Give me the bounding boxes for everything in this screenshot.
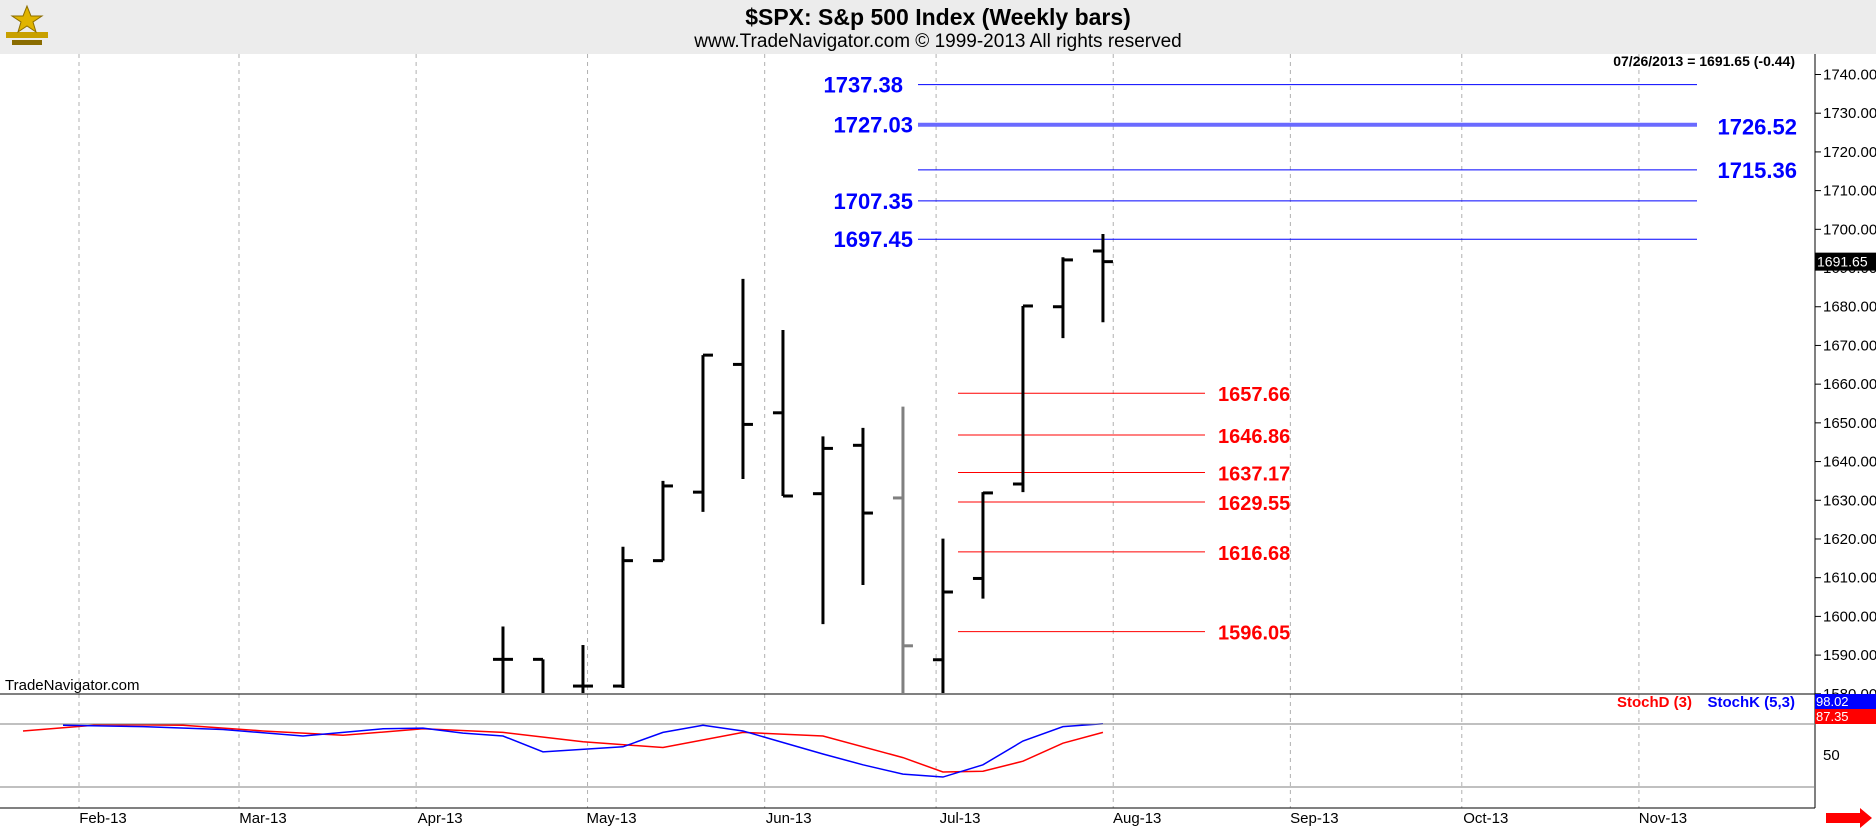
price-tick-label: 1730.00 [1823,105,1876,122]
chart-header [0,0,1876,54]
support-level-label: 1616.68 [1218,543,1290,565]
support-level-label: 1629.55 [1218,493,1290,515]
x-tick-label: Aug-13 [1113,810,1161,827]
price-levels: 1737.38 1727.03 1726.52 1715.36 1707.35 1697.… [823,73,1797,645]
resistance-level-label: 1727.03 [833,113,913,138]
trade-navigator-logo-icon [6,4,48,45]
price-tick-label: 1710.00 [1823,183,1876,200]
stoch-d-legend: StochD (3) [1617,694,1692,711]
grid-lines [78,54,1640,808]
stoch-d-value: 87.35 [1816,709,1849,724]
scroll-right-arrow-icon [1826,808,1872,828]
x-tick-label: Jul-13 [940,810,981,827]
x-tick-label: Jun-13 [766,810,812,827]
price-tick-label: 1670.00 [1823,337,1876,354]
stoch-k-badge [1815,694,1876,709]
price-tick-label: 1610.00 [1823,570,1876,587]
price-tick-label: 1590.00 [1823,647,1876,664]
price-tick-label: 1600.00 [1823,608,1876,625]
x-tick-label: Nov-13 [1639,810,1687,827]
price-tick-label: 1700.00 [1823,221,1876,238]
stoch-d-badge [1815,709,1876,724]
watermark: TradeNavigator.com [5,677,140,694]
support-level-label: 1637.17 [1218,464,1290,486]
stoch-k-line [62,723,1104,778]
chart-title: $SPX: S&p 500 Index (Weekly bars) [745,4,1131,30]
x-tick-label: May-13 [587,810,637,827]
support-level-label: 1657.66 [1218,384,1290,406]
resistance-level-label: 1707.35 [833,189,913,214]
stochastic-panel [22,723,1104,778]
stoch-d-line [22,723,1104,773]
ohlc-bars [492,233,1113,693]
axes: Feb-13 Mar-13 Apr-13 May-13 Jun-13 Jul-13 Aug-… [0,54,1876,828]
resistance-level-label: 1697.45 [833,227,913,252]
stoch-k-value: 98.02 [1816,694,1849,709]
stoch-tick-label: 50 [1823,747,1840,764]
price-tick-label: 1630.00 [1823,492,1876,509]
resistance-level-label: 1737.38 [823,73,903,98]
price-tick-label: 1740.00 [1823,67,1876,84]
stoch-k-legend: StochK (5,3) [1707,694,1795,711]
price-tick-label: 1680.00 [1823,299,1876,316]
last-price-readout: 07/26/2013 = 1691.65 (-0.44) [1613,53,1795,69]
resistance-level-label: 1726.52 [1717,115,1797,140]
price-tick-label: 1640.00 [1823,454,1876,471]
last-price-badge [1815,252,1876,271]
chart-subtitle: www.TradeNavigator.com © 1999-2013 All r… [694,31,1182,52]
price-tick-label: 1650.00 [1823,415,1876,432]
support-level-label: 1596.05 [1218,623,1290,645]
x-tick-label: Apr-13 [418,810,463,827]
price-tick-label: 1620.00 [1823,531,1876,548]
price-tick-label: 1660.00 [1823,376,1876,393]
price-tick-label: 1720.00 [1823,144,1876,161]
x-tick-label: Mar-13 [239,810,287,827]
last-price-label: 1691.65 [1817,254,1868,270]
x-tick-label: Feb-13 [79,810,127,827]
support-level-label: 1646.86 [1218,426,1290,448]
resistance-level-label: 1715.36 [1717,158,1797,183]
x-tick-label: Sep-13 [1290,810,1338,827]
x-tick-label: Oct-13 [1463,810,1508,827]
